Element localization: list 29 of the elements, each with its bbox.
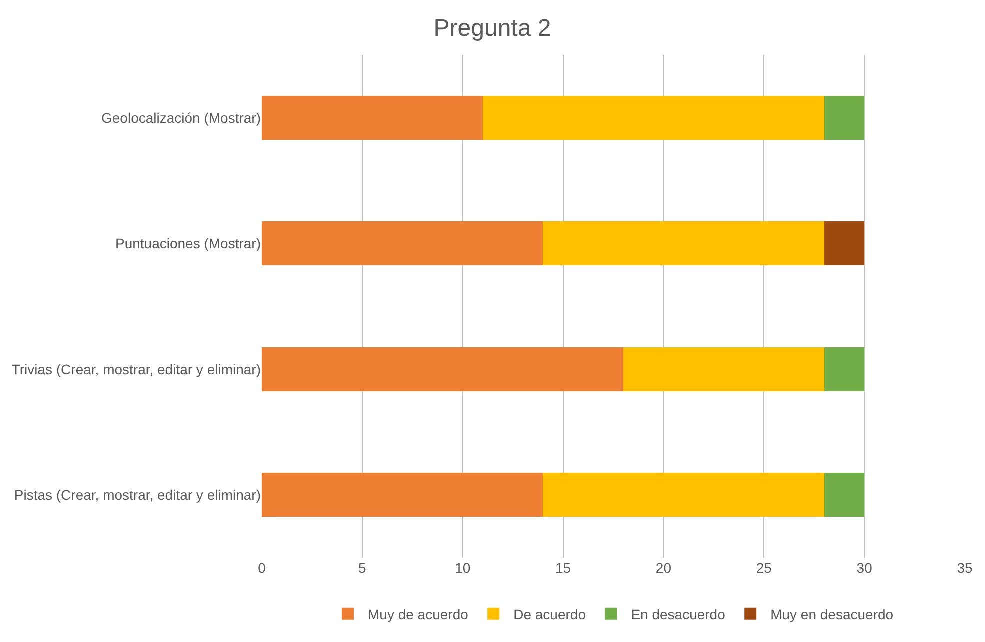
x-tick-label: 35 [957,560,973,576]
x-tick-label: 10 [455,560,471,576]
legend-label: En desacuerdo [631,606,726,622]
y-tick-label: Trivias (Crear, mostrar, editar y eliminar) [12,361,261,378]
bar [824,222,865,266]
x-tick-label: 25 [756,560,772,576]
chart-title: Pregunta 2 [434,15,552,42]
bar [262,347,624,392]
x-tick-label: 30 [856,560,873,576]
y-tick-label: Pistas (Crear, mostrar, editar y eliminar) [14,487,261,504]
bar [262,473,544,518]
bar [824,96,865,140]
legend-label: De acuerdo [514,606,586,622]
bar [543,473,824,518]
x-tick-label: 20 [656,560,672,576]
x-tick-label: 15 [556,560,572,576]
bar [262,96,483,140]
x-tick-label: 0 [258,560,266,576]
y-tick-label: Geolocalización (Mostrar) [102,110,261,126]
bar [624,347,824,392]
x-tick-label: 5 [358,560,367,576]
legend-label: Muy de acuerdo [368,606,469,622]
legend-label: Muy en desacuerdo [770,606,894,622]
y-tick-label: Puntuaciones (Mostrar) [115,236,261,252]
bar [824,347,865,392]
bar [262,222,544,266]
bar [824,473,865,518]
bar [482,96,824,140]
bar [543,222,824,266]
